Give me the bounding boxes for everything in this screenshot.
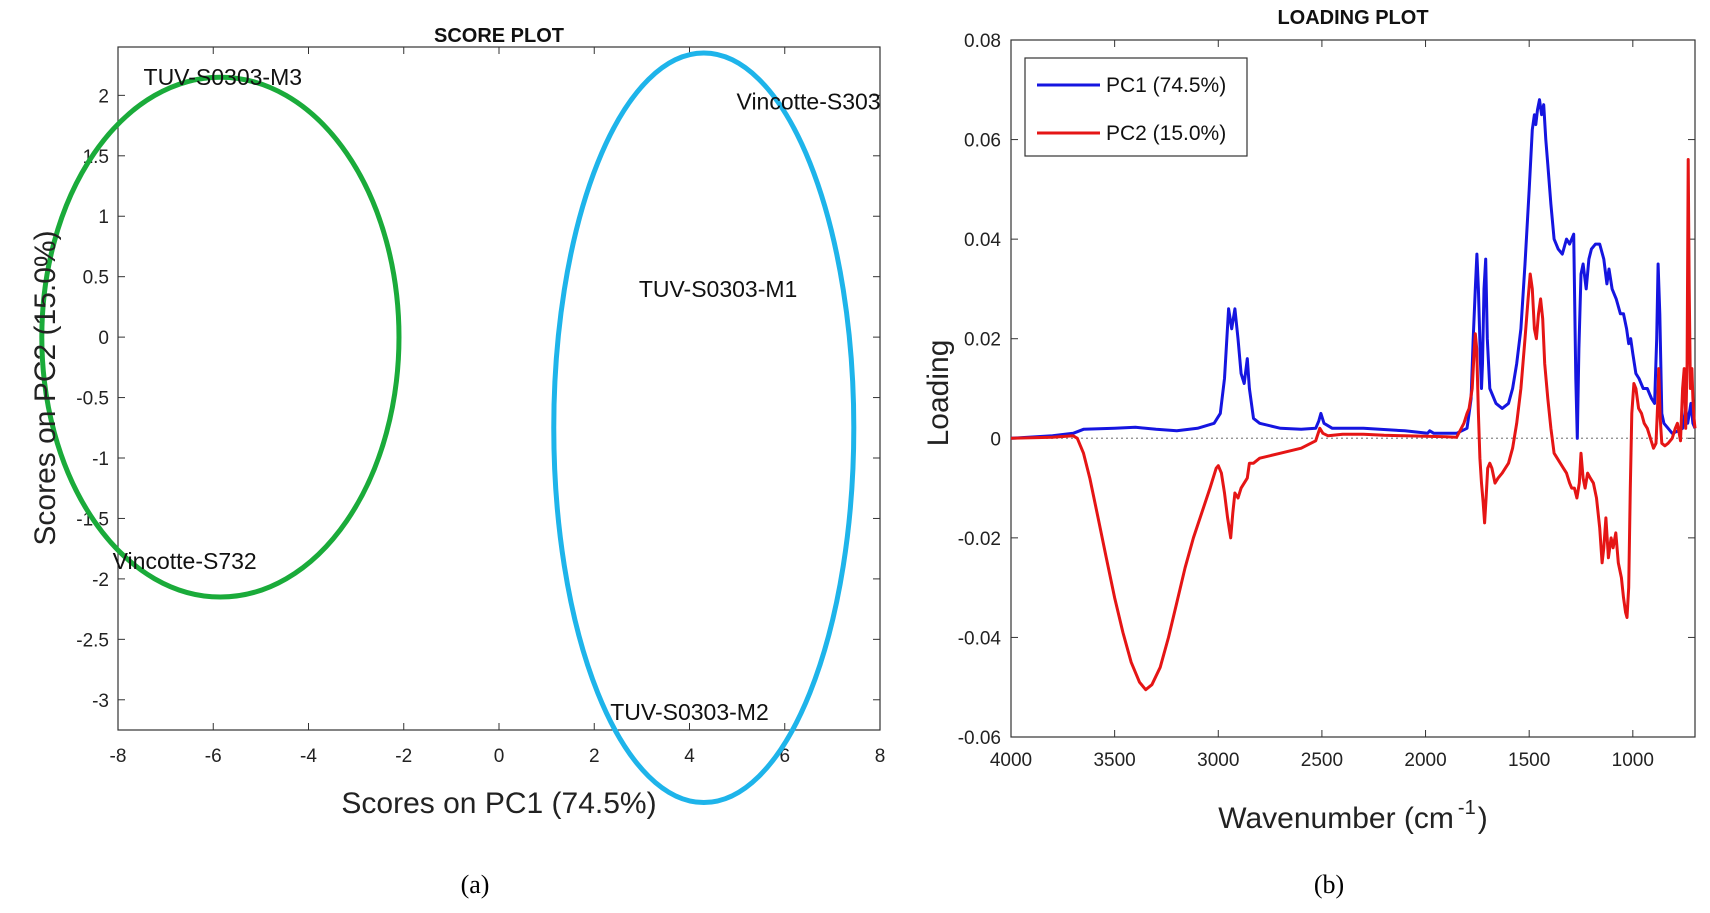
score-x-tick-label: -4 bbox=[300, 746, 317, 767]
x-label-end: ) bbox=[1478, 802, 1488, 835]
loading-x-tick-label: 1000 bbox=[1612, 750, 1654, 771]
score-point-label: TUV-S0303-M3 bbox=[144, 64, 303, 90]
x-label-main: Wavenumber (cm bbox=[1218, 802, 1454, 835]
loading-y-tick-label: -0.04 bbox=[958, 628, 1002, 649]
group-right-ellipse bbox=[551, 50, 857, 806]
score-plot-y-ticks: -3-2.5-2-1.5-1-0.500.511.52 bbox=[76, 86, 880, 712]
score-y-tick-label: -2 bbox=[92, 570, 109, 591]
x-label-superscript: -1 bbox=[1458, 797, 1476, 819]
score-plot-caption: (a) bbox=[461, 870, 490, 899]
score-point-label: TUV-S0303-M2 bbox=[610, 699, 769, 725]
loading-plot-axes-box bbox=[1010, 39, 1696, 738]
score-y-tick-label: 0 bbox=[98, 328, 109, 349]
loading-y-tick-label: -0.02 bbox=[958, 529, 1001, 550]
score-y-tick-label: 2 bbox=[98, 86, 109, 107]
loading-series-line-2 bbox=[1010, 158, 1697, 692]
loading-x-tick-label: 2500 bbox=[1301, 750, 1343, 771]
loading-x-tick-label: 1500 bbox=[1508, 750, 1550, 771]
loading-plot-x-label: Wavenumber (cm -1) bbox=[1218, 797, 1487, 835]
score-x-tick-label: -2 bbox=[395, 746, 412, 767]
score-plot-x-ticks: -8 -6 -4 -2 0 2 4 6 8 bbox=[110, 47, 886, 767]
score-plot-axes-box bbox=[117, 46, 881, 731]
score-point-label: Vincotte-S732 bbox=[113, 548, 257, 574]
loading-y-tick-label: 0.06 bbox=[964, 131, 1001, 152]
score-x-tick-label: 4 bbox=[684, 746, 695, 767]
score-point-label: TUV-S0303-M1 bbox=[639, 276, 798, 302]
legend-box bbox=[1024, 57, 1248, 157]
loading-plot-series bbox=[1010, 98, 1697, 692]
loading-x-tick-label: 3000 bbox=[1197, 750, 1239, 771]
loading-x-tick-label: 2000 bbox=[1404, 750, 1446, 771]
legend-pc1-label: PC1 (74.5%) bbox=[1106, 74, 1226, 97]
score-point-label: Vincotte-S303 bbox=[737, 88, 881, 114]
score-x-tick-label: 8 bbox=[875, 746, 886, 767]
score-plot-title: SCORE PLOT bbox=[434, 25, 564, 47]
score-plot-points: TUV-S0303-M3 Vincotte-S303 TUV-S0303-M1 Vin… bbox=[113, 64, 881, 725]
loading-plot-panel: LOADING PLOT 4000 3500 3000 2500 2000 1500 100… bbox=[922, 7, 1697, 899]
loading-series-line-1 bbox=[1010, 98, 1697, 440]
loading-y-tick-label: 0.02 bbox=[964, 330, 1001, 351]
score-plot-panel: SCORE PLOT -8 -6 -4 -2 0 2 4 6 8 -3-2.5-2-1.5-1-… bbox=[29, 25, 885, 899]
loading-y-tick-label: 0.04 bbox=[964, 230, 1001, 251]
loading-plot-x-ticks: 4000 3500 3000 2500 2000 1500 1000 bbox=[990, 40, 1654, 771]
legend-pc2-label: PC2 (15.0%) bbox=[1106, 122, 1226, 145]
score-y-tick-label: -3 bbox=[92, 691, 109, 712]
loading-plot-caption: (b) bbox=[1314, 870, 1344, 899]
score-plot-y-label: Scores on PC2 (15.0%) bbox=[29, 230, 62, 545]
score-x-tick-label: 6 bbox=[779, 746, 790, 767]
score-x-tick-label: 0 bbox=[494, 746, 505, 767]
loading-plot-y-label: Loading bbox=[922, 340, 955, 447]
score-y-tick-label: 0.5 bbox=[83, 268, 109, 289]
loading-y-tick-label: 0 bbox=[990, 429, 1001, 450]
loading-y-tick-label: -0.06 bbox=[958, 728, 1001, 749]
score-x-tick-label: 2 bbox=[589, 746, 600, 767]
loading-x-tick-label: 4000 bbox=[990, 750, 1032, 771]
score-y-tick-label: -0.5 bbox=[76, 389, 109, 410]
loading-plot-legend: PC1 (74.5%) PC2 (15.0%) bbox=[1024, 57, 1248, 157]
loading-x-tick-label: 3500 bbox=[1093, 750, 1135, 771]
score-y-tick-label: 1 bbox=[98, 207, 109, 228]
score-plot-x-label: Scores on PC1 (74.5%) bbox=[341, 787, 656, 820]
score-plot-groups bbox=[39, 50, 857, 806]
group-left-ellipse bbox=[39, 74, 402, 600]
loading-plot-title: LOADING PLOT bbox=[1277, 7, 1428, 29]
loading-y-tick-label: 0.08 bbox=[964, 31, 1001, 52]
score-x-tick-label: -8 bbox=[110, 746, 127, 767]
score-x-tick-label: -6 bbox=[205, 746, 222, 767]
score-y-tick-label: -1 bbox=[92, 449, 109, 470]
loading-plot-y-ticks: -0.06 -0.04 -0.02 0 0.02 0.04 0.06 0.08 bbox=[958, 31, 1695, 749]
score-y-tick-label: -2.5 bbox=[76, 630, 109, 651]
